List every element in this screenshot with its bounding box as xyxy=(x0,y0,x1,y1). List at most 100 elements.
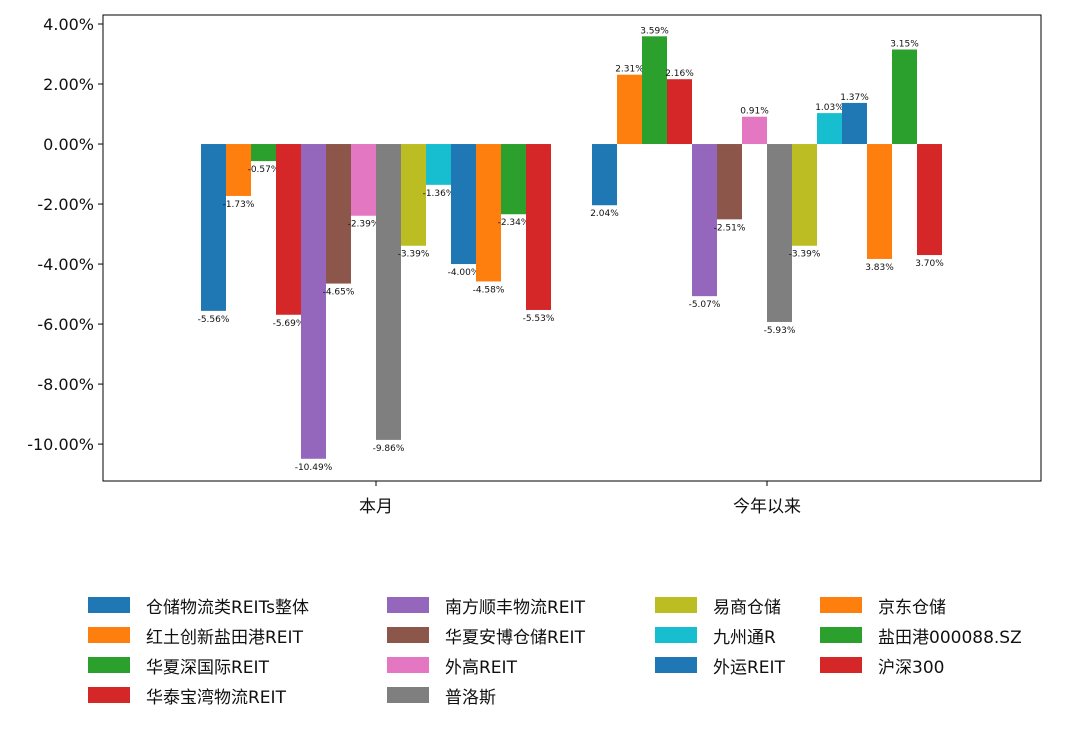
data-label: -5.93% xyxy=(764,326,796,336)
data-label: -10.49% xyxy=(295,463,333,473)
bar xyxy=(201,144,226,311)
data-label: -4.65% xyxy=(323,288,355,298)
bar xyxy=(617,74,642,145)
legend-label: 南方顺丰物流REIT xyxy=(445,597,585,618)
x-tick-label: 今年以来 xyxy=(733,497,801,517)
data-label: -1.73% xyxy=(223,200,255,210)
data-label: -5.53% xyxy=(523,314,555,324)
data-label: -2.39% xyxy=(348,220,380,230)
data-label: -2.34% xyxy=(498,218,530,228)
legend-label: 华夏深国际REIT xyxy=(146,657,269,678)
legend-item: 九州通R xyxy=(655,620,776,650)
data-label: -3.39% xyxy=(789,250,821,260)
legend-swatch xyxy=(820,597,862,613)
y-tick-label: -10.00% xyxy=(27,435,94,454)
legend-label: 易商仓储 xyxy=(713,597,781,618)
data-label: 3.15% xyxy=(890,40,919,50)
legend-swatch xyxy=(387,627,429,643)
data-label: -0.57% xyxy=(248,165,280,175)
data-label: -9.86% xyxy=(373,444,405,454)
legend-item: 红土创新盐田港REIT xyxy=(88,620,303,650)
legend-swatch xyxy=(88,627,130,643)
bar xyxy=(451,144,476,265)
legend-swatch xyxy=(387,597,429,613)
data-label: 1.03% xyxy=(815,103,844,113)
bar xyxy=(401,144,426,246)
y-tick-label: -6.00% xyxy=(37,315,94,334)
data-label: -3.39% xyxy=(398,250,430,260)
legend-swatch xyxy=(655,657,697,673)
y-tick-label: 0.00% xyxy=(43,135,94,154)
legend-item: 外运REIT xyxy=(655,650,785,680)
legend-label: 华夏安博仓储REIT xyxy=(445,627,585,648)
bar xyxy=(592,144,617,206)
bar xyxy=(351,144,376,216)
legend-label: 沪深300 xyxy=(878,657,945,678)
legend-swatch xyxy=(88,687,130,703)
bar xyxy=(501,144,526,215)
legend-label: 外运REIT xyxy=(713,657,785,678)
data-label: -4.00% xyxy=(448,268,480,278)
data-label: -4.58% xyxy=(473,285,505,295)
bar xyxy=(526,144,551,310)
data-label: -2.51% xyxy=(714,223,746,233)
legend-label: 外高REIT xyxy=(445,657,517,678)
bar xyxy=(667,79,692,145)
legend-label: 京东仓储 xyxy=(878,597,946,618)
bar xyxy=(867,144,892,259)
plot-frame xyxy=(102,14,1042,482)
bar xyxy=(817,113,842,145)
y-tick-label: -2.00% xyxy=(37,195,94,214)
legend-item: 华泰宝湾物流REIT xyxy=(88,680,286,710)
legend-label: 红土创新盐田港REIT xyxy=(146,627,303,648)
legend-swatch xyxy=(655,597,697,613)
bar xyxy=(742,116,767,145)
legend-item: 沪深300 xyxy=(820,650,944,680)
data-label: -5.69% xyxy=(273,319,305,329)
bar xyxy=(842,102,867,145)
data-label: 2.16% xyxy=(665,69,694,79)
data-label: 0.91% xyxy=(740,107,769,117)
data-label: 2.31% xyxy=(615,65,644,75)
legend: 仓储物流类REITs整体 红土创新盐田港REIT 华夏深国际REIT 华泰宝湾物流RE… xyxy=(0,590,1080,710)
bar xyxy=(642,36,667,145)
legend-item: 华夏深国际REIT xyxy=(88,650,269,680)
data-label: 3.70% xyxy=(915,259,944,269)
legend-item: 盐田港000088.SZ xyxy=(820,620,1022,650)
legend-item: 外高REIT xyxy=(387,650,517,680)
bar xyxy=(326,144,351,284)
legend-label: 普洛斯 xyxy=(445,687,496,708)
data-label: 2.04% xyxy=(590,209,619,219)
legend-swatch xyxy=(655,627,697,643)
legend-item: 京东仓储 xyxy=(820,590,946,620)
bar xyxy=(717,144,742,220)
legend-label: 仓储物流类REITs整体 xyxy=(146,597,309,618)
legend-swatch xyxy=(387,687,429,703)
bar xyxy=(892,49,917,145)
x-tick-label: 本月 xyxy=(359,497,393,517)
y-tick-label: -4.00% xyxy=(37,255,94,274)
legend-swatch xyxy=(88,657,130,673)
y-tick-label: -8.00% xyxy=(37,375,94,394)
bar xyxy=(301,144,326,459)
bar xyxy=(376,144,401,440)
bar-chart: -5.56% 2.04% -1.73% 2.31% -0.57% 3.59% -5.69% 2… xyxy=(27,14,1042,517)
data-label: 3.83% xyxy=(865,263,894,273)
bar xyxy=(251,144,276,162)
y-tick-label: 4.00% xyxy=(43,15,94,34)
data-label: -5.56% xyxy=(198,315,230,325)
bar xyxy=(476,144,501,282)
bar xyxy=(276,144,301,315)
legend-swatch xyxy=(820,657,862,673)
legend-item: 华夏安博仓储REIT xyxy=(387,620,585,650)
legend-item: 南方顺丰物流REIT xyxy=(387,590,585,620)
data-label: -5.07% xyxy=(689,300,721,310)
bar xyxy=(426,144,451,185)
legend-item: 易商仓储 xyxy=(655,590,781,620)
legend-label: 盐田港000088.SZ xyxy=(878,627,1022,648)
data-label: -1.36% xyxy=(423,189,455,199)
bar xyxy=(226,144,251,196)
bar xyxy=(917,144,942,256)
data-label: 3.59% xyxy=(640,26,669,36)
y-tick-label: 2.00% xyxy=(43,75,94,94)
